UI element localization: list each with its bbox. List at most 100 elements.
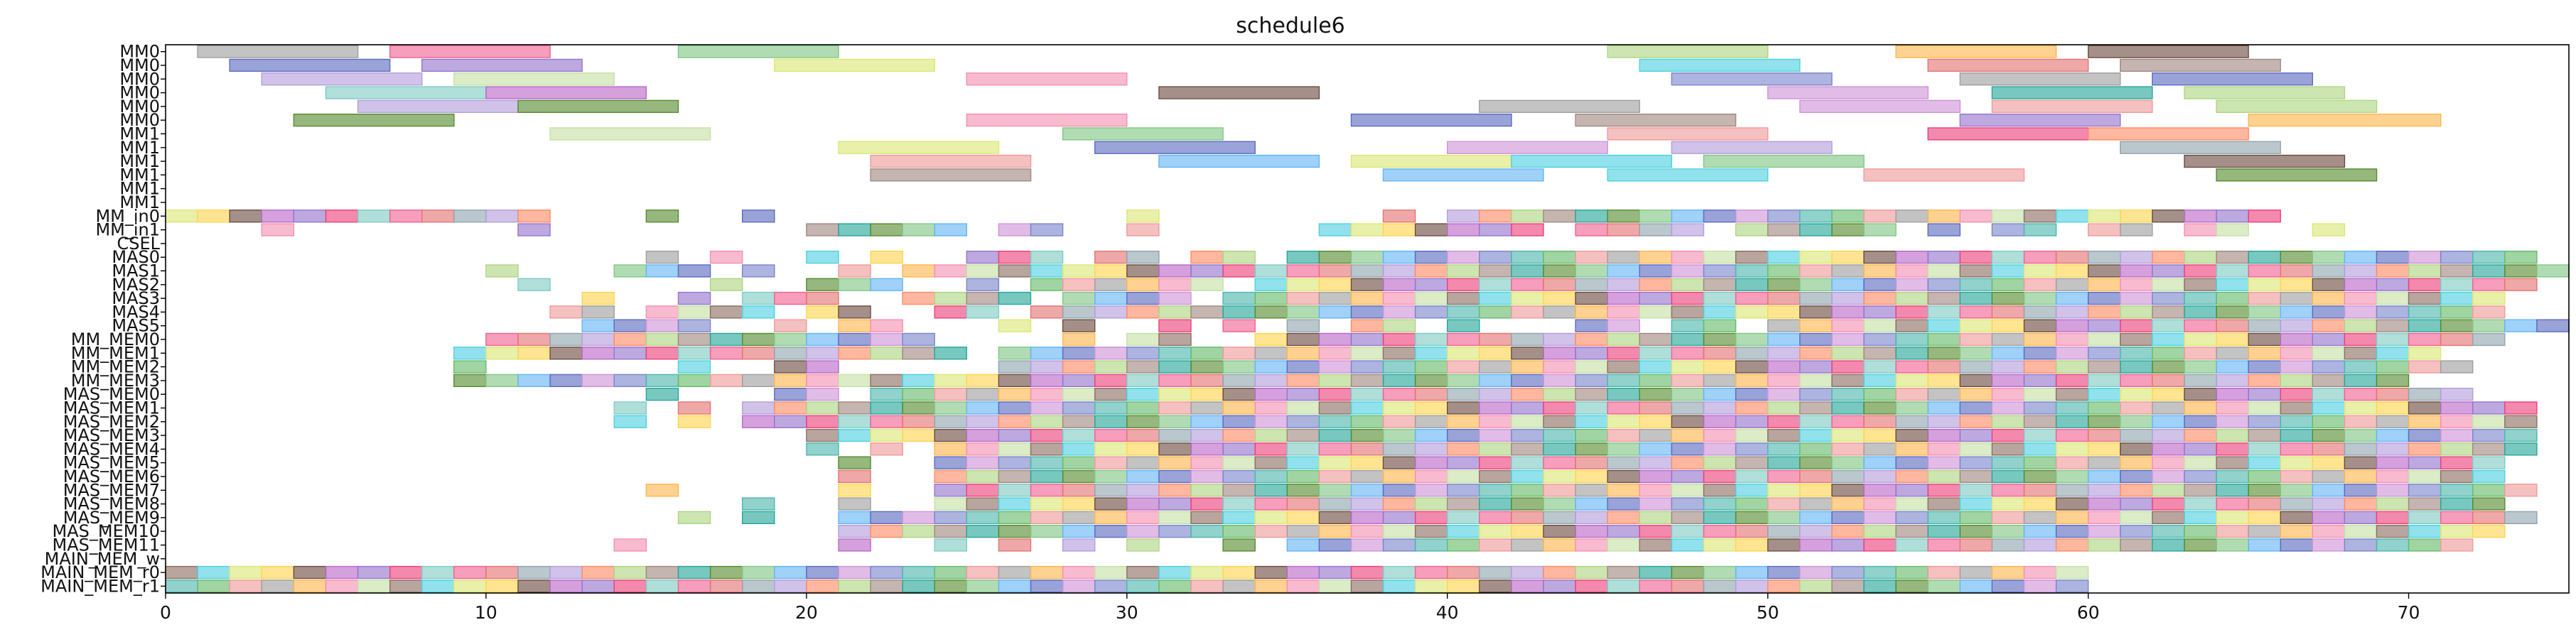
slot-cell (807, 278, 839, 290)
slot-cell (1416, 402, 1448, 414)
slot-cell (2216, 347, 2248, 359)
slot-cell (2120, 415, 2152, 428)
slot-cell (679, 374, 711, 386)
slot-cell (1992, 224, 2024, 236)
slot-cell (614, 415, 646, 428)
slot-cell (1319, 567, 1351, 579)
slot-cell (1864, 484, 1896, 496)
slot-cell (2184, 484, 2216, 496)
slot-cell (2216, 457, 2248, 469)
slot-cell (2280, 457, 2312, 469)
task-bar (1607, 45, 1768, 58)
task-bar (839, 141, 999, 153)
slot-cell (1287, 539, 1319, 551)
slot-cell (1832, 210, 1864, 222)
slot-cell (1287, 306, 1319, 318)
slot-cell (998, 347, 1030, 359)
slot-cell (2505, 484, 2537, 496)
slot-cell (1031, 224, 1063, 236)
slot-cell (2057, 388, 2089, 401)
slot-cell (1575, 265, 1607, 277)
slot-cell (711, 567, 743, 579)
slot-cell (1095, 347, 1127, 359)
slot-cell (2409, 278, 2441, 290)
slot-cell (2024, 251, 2056, 263)
slot-cell (1832, 457, 1864, 469)
task-bar (2184, 156, 2345, 168)
slot-cell (1384, 334, 1416, 346)
slot-cell (1352, 457, 1384, 469)
slot-cell (1511, 251, 1543, 263)
task-bar (1607, 169, 1768, 181)
slot-cell (2120, 278, 2152, 290)
slot-cell (1031, 443, 1063, 455)
slot-cell (1223, 265, 1255, 277)
slot-cell (775, 334, 807, 346)
slot-cell (1223, 402, 1255, 414)
slot-cell (1511, 293, 1543, 305)
slot-cell (1384, 498, 1416, 510)
slot-cell (2057, 251, 2089, 263)
slot-cell (2280, 251, 2312, 263)
slot-cell (2409, 306, 2441, 318)
slot-cell (2024, 443, 2056, 455)
slot-cell (1287, 265, 1319, 277)
slot-cell (1416, 293, 1448, 305)
slot-cell (2024, 471, 2056, 483)
slot-cell (2409, 251, 2441, 263)
slot-cell (1960, 567, 1992, 579)
slot-cell (1704, 347, 1736, 359)
slot-cell (2089, 306, 2120, 318)
slot-cell (966, 443, 998, 455)
slot-cell (1255, 402, 1287, 414)
task-bar (2089, 45, 2249, 58)
slot-cell (934, 347, 966, 359)
slot-cell (1992, 265, 2024, 277)
slot-cell (1127, 278, 1159, 290)
slot-cell (1352, 430, 1384, 442)
slot-cell (2184, 402, 2216, 414)
slot-cell (1704, 293, 1736, 305)
slot-cell (1768, 361, 1800, 373)
slot-cell (1159, 320, 1191, 332)
slot-cell (1448, 471, 1480, 483)
slot-cell (1768, 224, 1800, 236)
slot-cell (1480, 334, 1511, 346)
slot-cell (1768, 457, 1800, 469)
slot-cell (1384, 265, 1416, 277)
slot-cell (1800, 361, 1832, 373)
slot-cell (2248, 526, 2280, 538)
slot-cell (998, 580, 1030, 592)
slot-cell (1384, 443, 1416, 455)
slot-cell (1543, 210, 1575, 222)
slot-cell (998, 265, 1030, 277)
slot-cell (1031, 251, 1063, 263)
slot-cell (454, 580, 486, 592)
slot-cell (2441, 278, 2473, 290)
slot-cell (2280, 511, 2312, 523)
slot-cell (2248, 347, 2280, 359)
slot-cell (2280, 278, 2312, 290)
slot-cell (2120, 210, 2152, 222)
slot-cell (2248, 471, 2280, 483)
slot-cell (2089, 347, 2120, 359)
slot-cell (1319, 415, 1351, 428)
slot-cell (2312, 388, 2344, 401)
task-bar (2248, 114, 2441, 126)
slot-cell (2024, 374, 2056, 386)
slot-cell (839, 320, 871, 332)
slot-cell (1095, 457, 1127, 469)
slot-cell (166, 210, 198, 222)
task-bar (198, 45, 358, 58)
slot-cell (2184, 511, 2216, 523)
slot-cell (1352, 374, 1384, 386)
slot-cell (1575, 374, 1607, 386)
slot-cell (1864, 443, 1896, 455)
slot-cell (2248, 374, 2280, 386)
slot-cell (839, 265, 871, 277)
slot-cell (1191, 361, 1223, 373)
slot-cell (2152, 251, 2184, 263)
slot-cell (550, 567, 582, 579)
slot-cell (839, 278, 871, 290)
slot-cell (1671, 278, 1703, 290)
